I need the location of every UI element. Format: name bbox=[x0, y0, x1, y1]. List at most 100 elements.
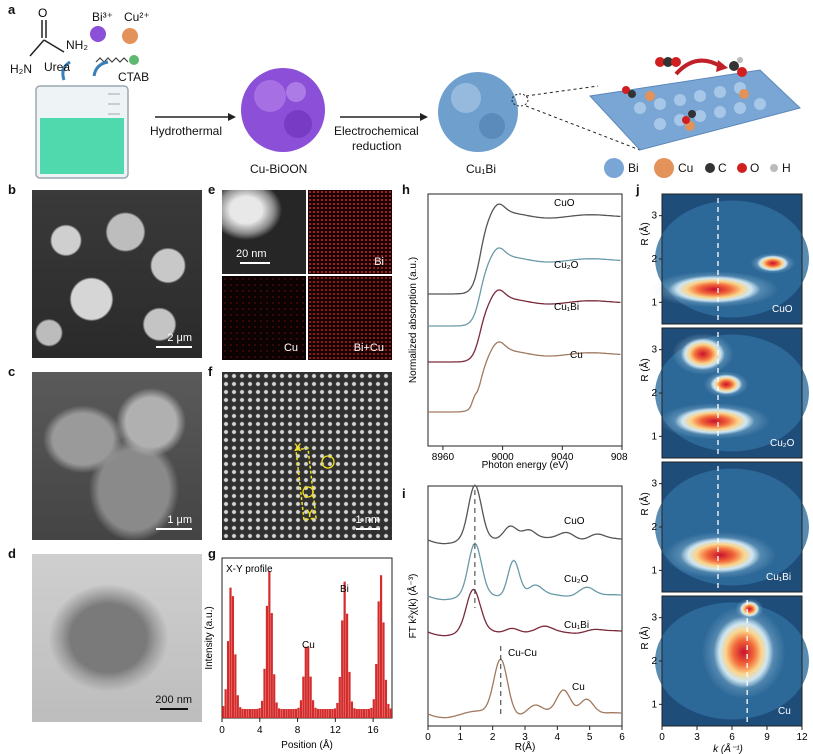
profile-bars bbox=[222, 571, 392, 718]
x-tick-label-i: 4 bbox=[555, 732, 561, 743]
reaction-arrow bbox=[674, 58, 722, 76]
wt-label-cu: Cu bbox=[778, 706, 791, 717]
y-tick-label-j: 2 bbox=[651, 388, 657, 399]
x-ticks-i: 0 1 2 3 4 5 6 bbox=[425, 726, 625, 743]
step-hydrothermal: Hydrothermal bbox=[150, 124, 223, 138]
panel-label-i: i bbox=[402, 486, 406, 501]
k-ticks-j: 0 3 6 9 12 bbox=[659, 726, 808, 743]
urea-structure: O bbox=[29, 6, 65, 57]
profile-bar bbox=[302, 676, 305, 718]
scale-bar-c bbox=[156, 528, 192, 530]
profile-bar bbox=[222, 706, 225, 718]
y-tick-label-j: 2 bbox=[651, 254, 657, 265]
profile-bar bbox=[275, 702, 278, 718]
profile-bar bbox=[243, 708, 247, 718]
xanes-line bbox=[428, 289, 621, 363]
wt-label-cu2o: Cu₂O bbox=[770, 438, 795, 449]
x-axis-label-j: k (Å⁻¹) bbox=[713, 742, 743, 754]
y-tick-label-j: 1 bbox=[651, 699, 657, 710]
profile-start-x: X bbox=[294, 442, 302, 454]
profile-bar bbox=[299, 700, 303, 718]
y-tick-label-j: 2 bbox=[651, 656, 657, 667]
eds-label-bi: Bi bbox=[374, 256, 384, 268]
profile-bar bbox=[384, 679, 388, 718]
exafs-spectra bbox=[427, 484, 623, 719]
x-tick-label-j: 12 bbox=[796, 732, 808, 743]
profile-bar bbox=[338, 676, 341, 718]
scale-label-b: 2 μm bbox=[167, 332, 192, 344]
profile-bar bbox=[348, 671, 351, 718]
x-ticks-g: 0 4 8 12 16 bbox=[219, 718, 379, 736]
eds-map-bi: Bi bbox=[308, 190, 392, 274]
exafs-line bbox=[427, 658, 623, 719]
profile-bar bbox=[365, 708, 368, 718]
panel-label-e: e bbox=[208, 182, 216, 197]
ctab-chain bbox=[95, 57, 129, 63]
legend-c-marker bbox=[705, 163, 715, 173]
y-axis-label-j-cu1bi: R (Å) bbox=[638, 492, 651, 515]
annotation-bi-g: Bi bbox=[340, 584, 349, 595]
x-tick-label-i: 3 bbox=[522, 732, 528, 743]
plot-frame-h bbox=[427, 193, 623, 447]
x-tick-label-j: 6 bbox=[729, 732, 735, 743]
panel-label-c: c bbox=[8, 364, 16, 379]
x-tick-label-i: 1 bbox=[458, 732, 464, 743]
x-tick-label-h: 9040 bbox=[551, 452, 574, 463]
profile-bar bbox=[280, 708, 283, 718]
step-reduction-line1: Electrochemical bbox=[334, 124, 419, 138]
profile-bar bbox=[367, 708, 371, 718]
profile-chart-g: 0 4 8 12 16 X-Y profile Cu Bi Position (Å) I… bbox=[204, 557, 393, 751]
beaker bbox=[35, 85, 129, 179]
wt-intensity-blob bbox=[680, 537, 761, 574]
profile-bar bbox=[389, 708, 392, 718]
legend-o-marker bbox=[737, 163, 747, 173]
x-tick-label-h: 9000 bbox=[491, 452, 514, 463]
exafs-chart-i: 0 1 2 3 4 5 6 CuO Cu₂O Cu₁Bi Cu Cu-Cu R(Å) FT … bbox=[406, 484, 625, 753]
bi-ion-ball bbox=[90, 26, 106, 42]
profile-bar bbox=[304, 646, 307, 718]
product-cu-bioon: Cu-BiOON bbox=[250, 162, 308, 176]
y-tick-label-j: 1 bbox=[651, 297, 657, 308]
x-tick-label-i: 0 bbox=[425, 732, 431, 743]
xanes-line bbox=[428, 341, 621, 413]
cu1bi-sphere bbox=[438, 72, 529, 152]
legend-cu-marker bbox=[654, 158, 674, 178]
profile-bar bbox=[362, 709, 366, 718]
scale-bar-b bbox=[156, 346, 192, 348]
profile-bar bbox=[246, 708, 249, 718]
eds-map-bi-cu: Bi+Cu bbox=[308, 276, 392, 360]
arrow-ions-in bbox=[92, 60, 109, 77]
x-tick-label-g: 4 bbox=[257, 725, 263, 736]
x-tick-label-g: 16 bbox=[368, 725, 380, 736]
x-axis-label-i: R(Å) bbox=[515, 740, 536, 753]
series-label-i-cu: Cu bbox=[572, 682, 585, 693]
profile-bar bbox=[326, 709, 329, 718]
wt-label-cuo: CuO bbox=[772, 304, 793, 315]
panel-label-b: b bbox=[8, 182, 16, 197]
eds-label-bi-cu: Bi+Cu bbox=[353, 342, 384, 354]
series-label-h-cu1bi: Cu₁Bi bbox=[554, 302, 579, 313]
y-axis-label-g: Intensity (a.u.) bbox=[204, 606, 215, 669]
profile-bar bbox=[375, 663, 378, 718]
x-tick-label-i: 2 bbox=[490, 732, 496, 743]
eds-label-cu: Cu bbox=[283, 342, 298, 354]
xanes-line bbox=[428, 247, 621, 327]
profile-bar bbox=[251, 709, 254, 718]
svg-text:O: O bbox=[38, 6, 47, 20]
profile-bar bbox=[309, 676, 312, 718]
profile-bar bbox=[345, 613, 349, 718]
profile-bar bbox=[287, 709, 290, 718]
y-axis-label-j-cuo: R (Å) bbox=[638, 222, 651, 245]
profile-bar bbox=[292, 708, 295, 718]
profile-bar bbox=[350, 701, 354, 718]
profile-bar bbox=[328, 708, 332, 718]
step-reduction-line2: reduction bbox=[352, 139, 402, 153]
annotation-cu-g: Cu bbox=[302, 640, 315, 651]
urea-nh2-label: NH₂ bbox=[66, 38, 88, 52]
ctab-head bbox=[129, 55, 139, 65]
x-axis-label-h: Photon energy (eV) bbox=[482, 460, 569, 471]
plot-frame-g bbox=[221, 557, 393, 719]
wt-intensity-blob bbox=[680, 338, 725, 370]
sem-image-b: 2 μm bbox=[32, 190, 202, 358]
y-tick-label-j: 2 bbox=[651, 522, 657, 533]
